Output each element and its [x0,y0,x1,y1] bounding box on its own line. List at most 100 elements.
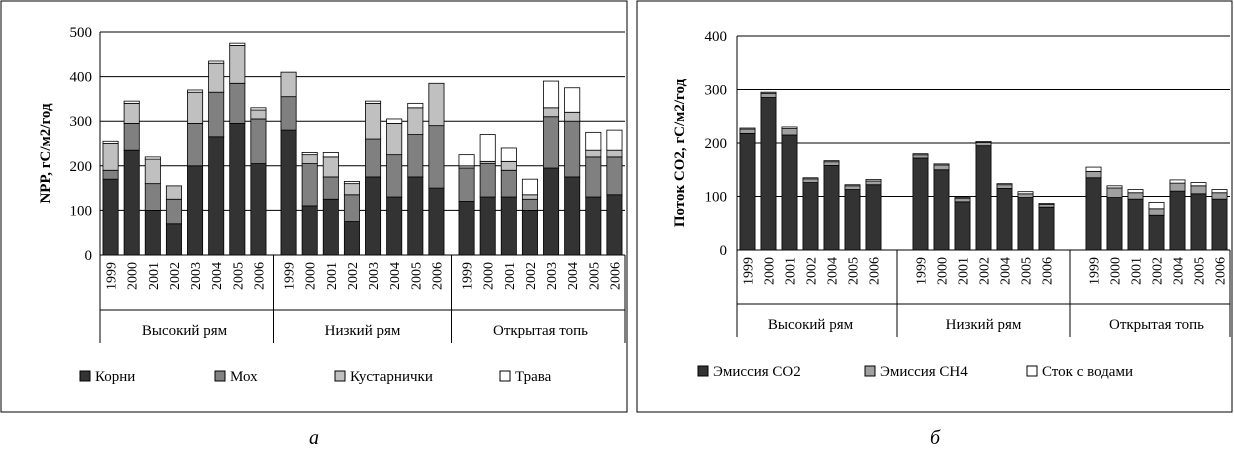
bar-segment-b-0 [1148,214,1165,251]
x-tick-label-a: 2004 [210,262,225,290]
bar-segment-b-0 [865,184,882,251]
bar-segment-b-2 [781,126,798,129]
bar-segment-b-2 [844,184,861,187]
bar-segment-a-1 [564,120,581,178]
bar-segment-b-1 [1038,204,1055,208]
bar-segment-b-1 [739,128,756,134]
legend-label-a-2: Кустарнички [350,369,433,385]
bar-segment-a-2 [229,44,246,84]
bar-segment-b-1 [844,185,861,190]
x-tick-label-b: 2005 [1020,257,1035,285]
bar-segment-a-0 [187,165,204,256]
x-tick-label-b: 1999 [742,257,757,285]
x-tick-label-a: 1999 [105,262,120,290]
bar-segment-a-2 [123,102,140,124]
x-tick-label-b: 2002 [805,257,820,285]
group-label-a: Открытая топь [493,323,588,339]
bar-segment-b-0 [802,182,819,251]
bar-segment-b-1 [1211,192,1228,200]
bar-segment-a-3 [144,156,161,160]
bar-segment-a-0 [428,187,445,256]
bar-segment-b-1 [912,154,929,159]
bar-segment-b-0 [1211,198,1228,251]
bar-segment-b-1 [1190,185,1207,195]
x-tick-label-a: 2002 [346,262,361,290]
bar-segment-a-3 [521,178,538,196]
bar-segment-a-2 [343,183,360,196]
bar-segment-a-1 [250,118,267,164]
x-tick-label-b: 2006 [868,257,883,285]
x-tick-label-b: 2005 [1193,257,1208,285]
bar-segment-b-1 [1017,193,1034,198]
bar-segment-b-0 [844,189,861,251]
bar-segment-a-1 [428,125,445,189]
x-tick-label-b: 2005 [847,257,862,285]
bar-segment-b-2 [865,178,882,182]
bar-segment-b-2 [760,91,777,94]
bar-segment-a-0 [407,176,424,256]
bar-segment-a-0 [144,209,161,256]
bar-segment-b-1 [802,178,819,183]
bar-segment-a-0 [585,196,602,256]
bar-segment-a-3 [407,102,424,109]
bar-segment-a-1 [407,134,424,178]
y-tick-label-a: 200 [70,159,93,175]
bar-segment-a-1 [386,154,403,198]
group-label-a: Низкий рям [325,323,401,339]
bar-segment-a-2 [407,107,424,135]
bar-segment-a-1 [521,198,538,211]
bar-segment-a-2 [521,194,538,200]
bar-segment-a-1 [606,156,623,196]
group-label-a: Высокий рям [142,323,228,339]
x-tick-label-a: 2005 [409,262,424,290]
bar-segment-b-0 [1085,177,1102,251]
bar-segment-b-1 [1169,182,1186,192]
legend-swatch-b-2 [1026,365,1038,377]
bar-segment-a-2 [428,82,445,127]
x-tick-label-a: 2003 [189,262,204,290]
bar-segment-a-0 [500,196,517,256]
x-tick-label-a: 2000 [304,262,319,290]
bar-segment-a-3 [458,154,475,167]
y-tick-label-a: 100 [70,203,93,219]
legend-label-b-1: Эмиссия CH4 [880,364,968,380]
y-tick-label-b: 100 [705,190,728,206]
y-tick-label-b: 400 [705,29,728,45]
bar-segment-b-2 [823,160,840,163]
x-tick-label-a: 2004 [566,262,581,290]
bar-segment-b-2 [933,163,950,166]
bar-segment-b-2 [954,197,971,200]
bar-segment-b-0 [912,157,929,251]
x-tick-label-a: 2001 [147,262,162,290]
bar-segment-a-1 [343,194,360,222]
y-tick-label-a: 0 [85,248,93,264]
bar-segment-a-0 [165,223,182,256]
legend-swatch-a-1 [214,370,226,382]
bar-segment-b-0 [781,134,798,251]
bar-segment-a-2 [365,102,382,140]
bar-segment-a-2 [500,160,517,171]
x-tick-label-a: 2001 [503,262,518,290]
x-tick-label-a: 2000 [126,262,141,290]
legend-label-a-3: Трава [515,369,552,385]
bar-segment-b-1 [760,92,777,98]
bar-segment-b-1 [1106,187,1123,198]
group-label-b: Низкий рям [946,317,1022,333]
group-label-b: Высокий рям [768,317,854,333]
bar-segment-a-0 [386,196,403,256]
legend-swatch-a-2 [334,370,346,382]
bar-segment-a-2 [606,149,623,158]
x-tick-label-b: 2001 [1130,257,1145,285]
bar-segment-b-1 [823,161,840,166]
bar-segment-a-1 [229,82,246,124]
bar-segment-a-2 [144,158,161,185]
y-tick-label-a: 400 [70,70,93,86]
bar-segment-a-3 [543,80,560,109]
bar-segment-b-2 [1169,179,1186,184]
bar-segment-b-2 [912,153,929,156]
x-tick-label-a: 2004 [388,262,403,290]
x-tick-label-b: 2004 [999,257,1014,285]
bar-segment-b-1 [1085,170,1102,179]
x-tick-label-a: 2006 [608,262,623,290]
